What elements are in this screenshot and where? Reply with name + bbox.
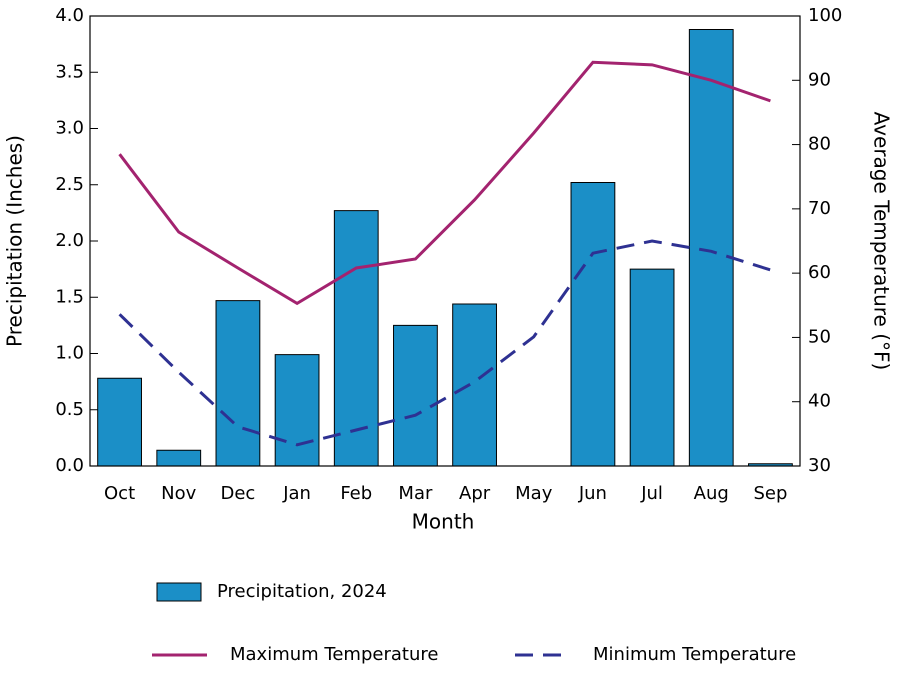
x-tick-label: Apr xyxy=(459,483,491,504)
y2-tick-label: 60 xyxy=(808,262,831,283)
y2-tick-label: 100 xyxy=(808,5,842,26)
x-tick-label: Sep xyxy=(753,483,787,504)
y-axis-title: Precipitation (Inches) xyxy=(3,135,27,347)
x-tick-label: May xyxy=(515,483,553,504)
y-tick-label: 0.5 xyxy=(55,399,84,420)
y-tick-label: 2.5 xyxy=(55,174,84,195)
line xyxy=(118,60,771,306)
y-tick-label: 3.5 xyxy=(55,61,84,82)
y-tick-label: 4.0 xyxy=(55,5,84,26)
y2-tick-label: 80 xyxy=(808,134,831,155)
x-tick-label: Jun xyxy=(578,483,607,504)
y-tick-label: 1.0 xyxy=(55,343,84,364)
y-tick-label: 1.5 xyxy=(55,286,84,307)
y-tick-label: 2.0 xyxy=(55,230,84,251)
bar xyxy=(333,210,379,467)
x-axis-title: Month xyxy=(412,510,475,534)
x-tick-label: Oct xyxy=(104,483,135,504)
bar xyxy=(629,268,675,467)
x-tick-label: Nov xyxy=(161,483,196,504)
x-tick-label: Mar xyxy=(398,483,433,504)
y2-tick-label: 30 xyxy=(808,455,831,476)
x-tick-label: Aug xyxy=(694,483,729,504)
line xyxy=(118,239,771,447)
y-tick-label: 3.0 xyxy=(55,118,84,139)
y2-tick-label: 90 xyxy=(808,69,831,90)
bar xyxy=(452,303,497,467)
legend-label: Maximum Temperature xyxy=(230,644,438,665)
legend-label: Minimum Temperature xyxy=(593,644,796,665)
y2-tick-label: 70 xyxy=(808,198,831,219)
x-tick-label: Feb xyxy=(340,483,372,504)
bar xyxy=(570,182,616,467)
y2-axis-title: Average Temperature (°F) xyxy=(870,112,894,371)
bar xyxy=(688,29,734,467)
bar xyxy=(97,377,142,467)
legend-label: Precipitation, 2024 xyxy=(217,581,387,602)
y-tick-label: 0.0 xyxy=(55,455,84,476)
plot-frame xyxy=(89,15,801,467)
bar xyxy=(274,354,320,467)
bar xyxy=(393,324,438,467)
x-tick-label: Jul xyxy=(640,483,663,504)
bar xyxy=(215,300,261,467)
bar xyxy=(156,449,202,467)
y2-tick-label: 40 xyxy=(808,391,831,412)
legend-swatch xyxy=(156,582,202,602)
y2-tick-label: 50 xyxy=(808,326,831,347)
x-tick-label: Dec xyxy=(220,483,255,504)
x-tick-label: Jan xyxy=(282,483,311,504)
